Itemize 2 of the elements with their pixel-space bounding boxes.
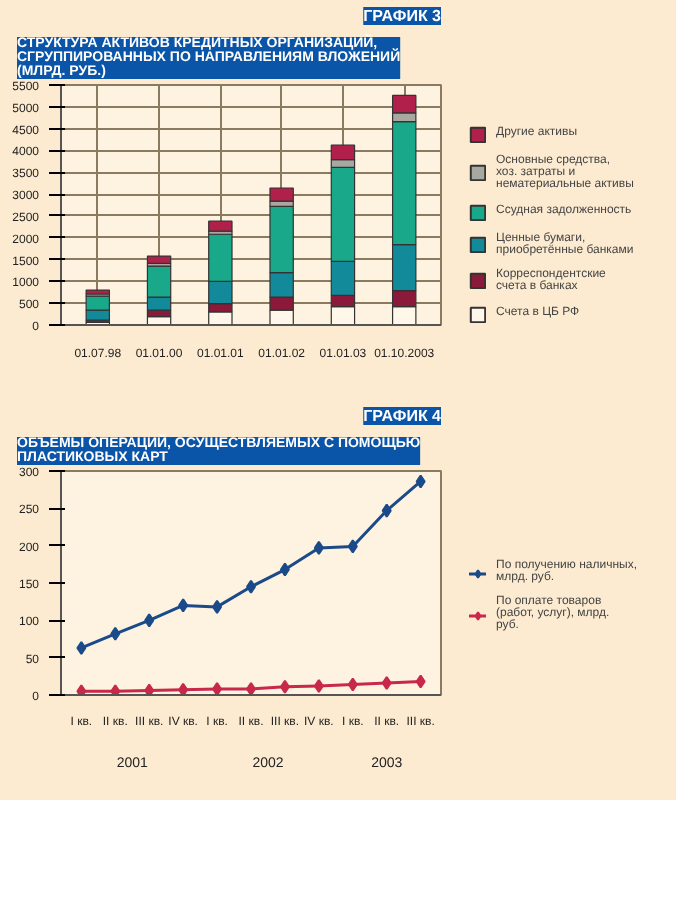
chart-subtitle: ГРАФИК 3 xyxy=(363,7,443,25)
chart-subtitle: ГРАФИК 4 xyxy=(363,407,443,425)
